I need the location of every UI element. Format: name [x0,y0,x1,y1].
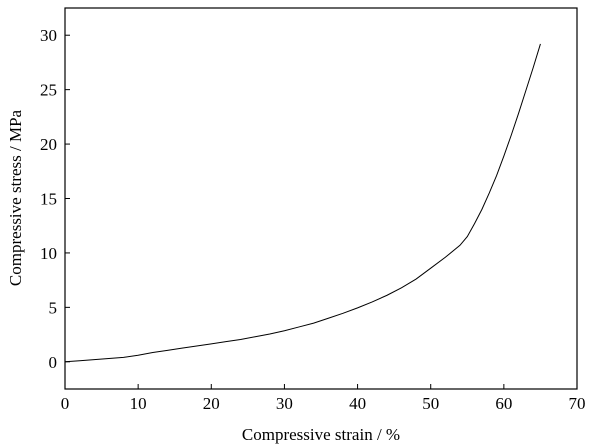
y-tick-label: 10 [40,244,57,263]
y-tick-label: 5 [49,298,58,317]
x-tick-label: 30 [276,394,293,413]
y-tick-label: 25 [40,81,57,100]
x-tick-label: 10 [130,394,147,413]
y-axis-ticks: 0 5 10 15 20 25 30 [40,26,70,372]
x-tick-label: 70 [569,394,586,413]
x-tick-label: 40 [349,394,366,413]
y-tick-label: 15 [40,190,57,209]
x-tick-label: 50 [422,394,439,413]
plot-frame [64,7,578,390]
x-axis-label: Compressive strain / % [242,425,400,444]
series-line [64,43,541,363]
y-tick-label: 20 [40,135,57,154]
x-tick-label: 60 [495,394,512,413]
x-tick-label: 0 [61,394,70,413]
x-axis-ticks: 0 10 20 30 40 50 60 70 [61,384,586,413]
x-tick-label: 20 [203,394,220,413]
y-tick-label: 30 [40,26,57,45]
y-axis-label: Compressive stress / MPa [6,109,25,286]
y-tick-label: 0 [49,353,58,372]
